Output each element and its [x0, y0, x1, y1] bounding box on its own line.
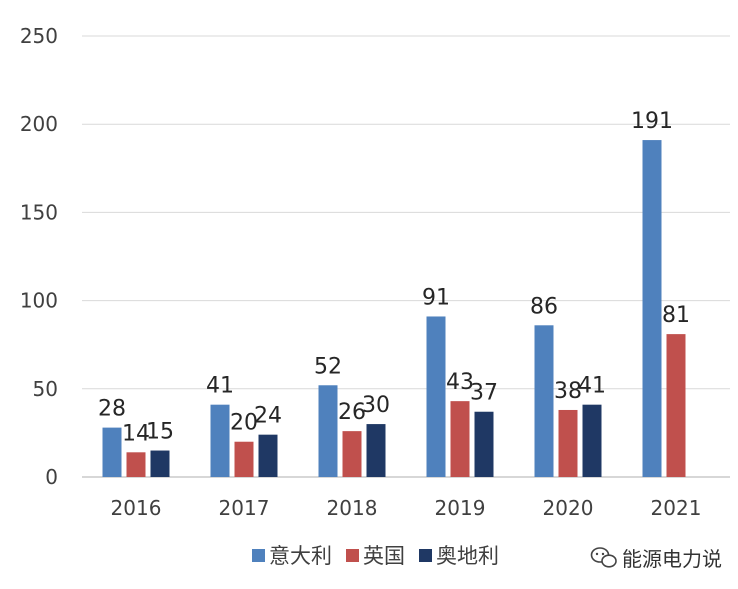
- data-label: 91: [422, 285, 450, 310]
- legend-label: 英国: [363, 544, 405, 568]
- bar-1-2018: [318, 385, 338, 477]
- x-tick-label: 2020: [543, 496, 594, 520]
- grid-layer: [82, 35, 730, 478]
- y-tick-label: 100: [20, 289, 58, 313]
- data-label: 41: [578, 374, 606, 399]
- y-tick-label: 250: [20, 24, 58, 48]
- legend-label: 意大利: [269, 544, 332, 568]
- watermark-text: 能源电力说: [622, 547, 722, 571]
- data-label: 20: [230, 411, 258, 436]
- legend-swatch: [252, 549, 265, 562]
- legend: 意大利 英国 奥地利: [252, 544, 499, 568]
- y-tick-label: 50: [33, 377, 58, 401]
- y-tick-label: 0: [45, 465, 58, 489]
- wechat-icon: [590, 547, 617, 568]
- bar-1-2017: [210, 404, 230, 477]
- y-tick-label: 200: [20, 112, 58, 136]
- bar-2-2021: [666, 334, 686, 477]
- bar-1-2020: [534, 325, 554, 477]
- legend-swatch: [419, 549, 432, 562]
- data-label: 41: [206, 374, 234, 399]
- bar-2-2018: [342, 431, 362, 477]
- bars-layer: [102, 140, 686, 478]
- x-tick-label: 2019: [435, 496, 486, 520]
- bar-1-2019: [426, 316, 446, 477]
- data-label: 38: [554, 379, 582, 404]
- x-tick-label: 2018: [327, 496, 378, 520]
- legend-swatch: [346, 549, 359, 562]
- bar-3-2017: [258, 434, 278, 477]
- data-label: 52: [314, 354, 342, 379]
- y-tick-label: 150: [20, 200, 58, 224]
- bar-2-2019: [450, 401, 470, 477]
- bar-1-2016: [102, 427, 122, 477]
- data-label: 43: [446, 370, 474, 395]
- data-label: 28: [98, 397, 126, 422]
- data-label: 15: [146, 420, 174, 445]
- x-tick-label: 2021: [651, 496, 702, 520]
- data-label: 26: [338, 400, 366, 425]
- bar-3-2018: [366, 424, 386, 477]
- watermark: 能源电力说: [590, 547, 722, 571]
- bar-2-2020: [558, 409, 578, 477]
- legend-label: 奥地利: [436, 544, 499, 568]
- bar-1-2021: [642, 140, 662, 478]
- bar-2-2016: [126, 452, 146, 477]
- data-label: 86: [530, 294, 558, 319]
- bar-3-2019: [474, 411, 494, 477]
- data-label: 30: [362, 393, 390, 418]
- data-label: 37: [470, 381, 498, 406]
- bar-3-2020: [582, 404, 602, 477]
- bar-3-2016: [150, 450, 170, 477]
- labels-layer: 0501001502002502814152016412024201752263…: [20, 24, 702, 520]
- x-tick-label: 2017: [219, 496, 270, 520]
- data-label: 191: [631, 109, 673, 134]
- bar-2-2017: [234, 441, 254, 477]
- data-label: 81: [662, 303, 690, 328]
- data-label: 14: [122, 421, 150, 446]
- data-label: 24: [254, 404, 282, 429]
- x-tick-label: 2016: [111, 496, 162, 520]
